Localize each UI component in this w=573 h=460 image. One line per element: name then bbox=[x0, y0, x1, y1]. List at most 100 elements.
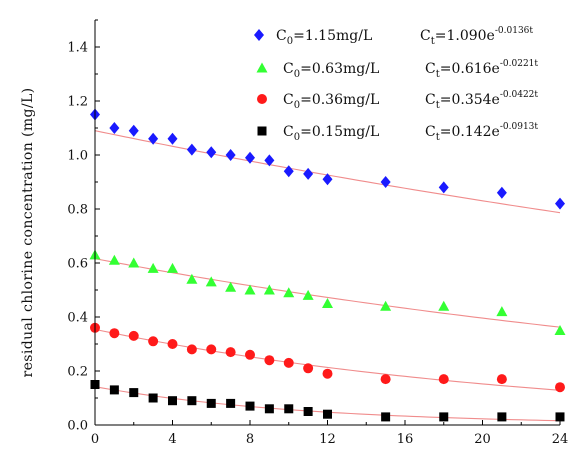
data-point-series-4-7 bbox=[206, 398, 216, 408]
fit-line-series-3 bbox=[94, 328, 561, 391]
data-point-series-4-9 bbox=[245, 401, 255, 411]
data-point-series-4-3 bbox=[129, 388, 139, 398]
y-tick-label: 1.0 bbox=[67, 149, 88, 164]
data-point-series-3-3 bbox=[128, 330, 139, 341]
y-tick-label: 1.4 bbox=[67, 41, 88, 56]
data-point-series-1-6 bbox=[186, 143, 197, 156]
data-point-series-1-13 bbox=[322, 173, 333, 186]
y-tick-label: 0.2 bbox=[67, 365, 88, 380]
legend-c0-label: C0=1.15mg/L bbox=[276, 28, 372, 47]
data-point-series-2-4 bbox=[147, 262, 159, 273]
data-point-series-3-13 bbox=[322, 368, 333, 379]
data-point-series-2-14 bbox=[380, 300, 392, 311]
legend-ct-equation: Ct=0.616e-0.0221t bbox=[425, 59, 538, 80]
y-tick-label: 0.8 bbox=[67, 203, 88, 218]
data-point-series-1-12 bbox=[303, 167, 314, 180]
data-point-series-2-3 bbox=[128, 257, 140, 268]
data-point-series-3-8 bbox=[225, 347, 236, 358]
data-point-series-4-10 bbox=[264, 404, 274, 414]
x-tick-label: 20 bbox=[474, 432, 491, 447]
data-point-series-1-15 bbox=[438, 181, 449, 194]
data-point-series-2-13 bbox=[322, 298, 333, 308]
data-point-series-2-6 bbox=[186, 273, 198, 284]
data-point-series-4-2 bbox=[109, 385, 119, 395]
legend-marker-2 bbox=[256, 62, 268, 73]
legend-marker-3 bbox=[257, 94, 267, 104]
data-point-series-4-13 bbox=[323, 409, 332, 419]
x-tick-label: 24 bbox=[552, 432, 569, 447]
data-point-series-1-5 bbox=[167, 132, 178, 145]
legend-c0-label: C0=0.63mg/L bbox=[283, 61, 379, 80]
x-tick-label: 16 bbox=[397, 432, 414, 447]
legend-ct-equation: Ct=1.090e-0.0136t bbox=[420, 26, 533, 47]
data-point-series-2-5 bbox=[167, 262, 178, 273]
data-point-series-1-9 bbox=[245, 151, 255, 164]
data-point-series-4-8 bbox=[226, 398, 236, 408]
data-point-series-1-7 bbox=[206, 146, 217, 159]
data-point-series-3-10 bbox=[264, 355, 275, 366]
data-point-series-2-17 bbox=[554, 325, 566, 335]
y-tick-label: 0.6 bbox=[67, 257, 88, 272]
data-point-series-2-11 bbox=[283, 287, 295, 298]
y-tick-label: 0.0 bbox=[67, 419, 88, 434]
data-point-series-2-15 bbox=[438, 300, 450, 311]
data-point-series-1-14 bbox=[380, 176, 391, 188]
data-point-series-3-11 bbox=[283, 357, 294, 368]
data-point-series-4-16 bbox=[497, 412, 507, 422]
legend-entry-3: C0=0.36mg/L Ct=0.354e-0.0422t bbox=[257, 90, 538, 111]
data-point-series-4-12 bbox=[303, 407, 313, 416]
data-point-series-1-17 bbox=[555, 197, 565, 210]
data-point-series-4-5 bbox=[168, 396, 177, 406]
data-point-series-4-14 bbox=[381, 412, 391, 422]
legend-ct-equation: Ct=0.142e-0.0913t bbox=[425, 122, 538, 143]
x-tick-label: 4 bbox=[168, 432, 176, 447]
data-point-series-3-2 bbox=[109, 328, 120, 339]
data-point-series-1-8 bbox=[225, 149, 236, 161]
data-point-series-3-12 bbox=[303, 363, 314, 374]
legend-ct-equation: Ct=0.354e-0.0422t bbox=[425, 90, 538, 111]
data-point-series-1-3 bbox=[128, 124, 139, 137]
legend-c0-label: C0=0.15mg/L bbox=[283, 124, 379, 143]
legend-entry-4: C0=0.15mg/L Ct=0.142e-0.0913t bbox=[257, 122, 538, 143]
y-tick-label: 1.2 bbox=[67, 95, 88, 110]
legend-entry-1: C0=1.15mg/L Ct=1.090e-0.0136t bbox=[254, 26, 533, 47]
data-point-series-3-4 bbox=[148, 336, 159, 347]
fit-line-series-1 bbox=[94, 130, 561, 214]
legend-marker-1 bbox=[254, 29, 264, 41]
y-tick-label: 0.4 bbox=[67, 311, 88, 326]
data-point-series-3-16 bbox=[496, 374, 507, 385]
legend-c0-label: C0=0.36mg/L bbox=[283, 92, 379, 111]
data-point-series-1-16 bbox=[496, 186, 507, 199]
fit-line-series-2 bbox=[94, 258, 561, 328]
data-point-series-1-4 bbox=[148, 132, 159, 145]
data-point-series-2-9 bbox=[244, 284, 256, 295]
data-point-series-3-17 bbox=[555, 382, 565, 393]
data-point-series-2-2 bbox=[108, 254, 120, 265]
data-point-series-3-6 bbox=[186, 344, 197, 355]
legend-entry-2: C0=0.63mg/L Ct=0.616e-0.0221t bbox=[256, 59, 538, 80]
data-point-series-1-11 bbox=[283, 165, 294, 178]
data-point-series-2-16 bbox=[496, 306, 508, 317]
data-point-series-2-7 bbox=[205, 276, 217, 287]
data-point-series-1-10 bbox=[264, 154, 275, 167]
data-point-series-4-6 bbox=[187, 396, 197, 406]
x-tick-label: 0 bbox=[91, 432, 99, 447]
data-point-series-4-4 bbox=[148, 393, 158, 403]
data-points bbox=[89, 108, 566, 422]
data-point-series-2-12 bbox=[302, 289, 314, 300]
data-point-series-4-17 bbox=[555, 412, 565, 422]
data-point-series-3-15 bbox=[438, 374, 449, 385]
data-point-series-3-14 bbox=[380, 374, 391, 385]
data-point-series-3-5 bbox=[167, 339, 178, 349]
x-tick-label: 8 bbox=[246, 432, 254, 447]
data-point-series-2-8 bbox=[225, 281, 237, 292]
data-point-series-3-7 bbox=[206, 344, 217, 355]
axes: 0 4 8 12 16 20 24 0.0 0.2 0.4 0.6 0.8 1.0 1.2 1.4 resid… bbox=[20, 19, 569, 447]
data-point-series-2-10 bbox=[263, 284, 275, 295]
y-axis-label: residual chlorine concentration (mg/L) bbox=[20, 87, 36, 377]
x-tick-label: 12 bbox=[319, 432, 336, 447]
data-point-series-4-15 bbox=[439, 412, 449, 422]
data-point-series-4-11 bbox=[284, 404, 294, 414]
